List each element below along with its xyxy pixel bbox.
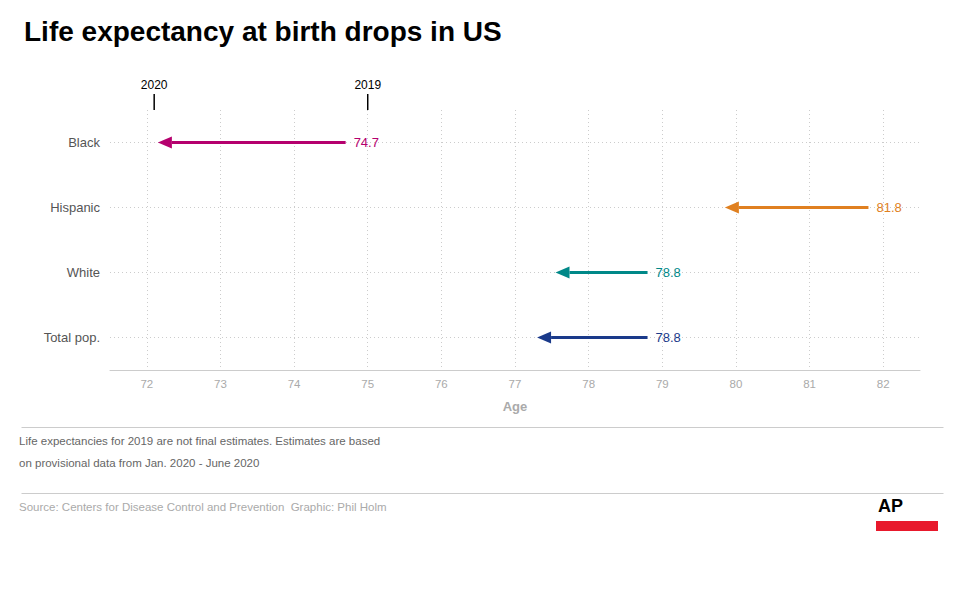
- svg-text:74: 74: [288, 378, 301, 390]
- svg-text:73: 73: [214, 378, 227, 390]
- svg-text:81: 81: [803, 378, 816, 390]
- svg-text:75: 75: [361, 378, 374, 390]
- svg-text:Total pop.: Total pop.: [44, 330, 100, 345]
- svg-text:81.8: 81.8: [876, 200, 901, 215]
- svg-text:78: 78: [582, 378, 595, 390]
- svg-text:78.8: 78.8: [656, 330, 681, 345]
- svg-text:78.8: 78.8: [656, 265, 681, 280]
- svg-text:Age: Age: [503, 399, 528, 414]
- svg-text:on provisional data from Jan.: on provisional data from Jan. 2020 - Jun…: [19, 457, 259, 469]
- svg-text:76: 76: [435, 378, 448, 390]
- svg-text:White: White: [67, 265, 100, 280]
- svg-text:2020: 2020: [141, 78, 168, 92]
- svg-text:Hispanic: Hispanic: [50, 200, 100, 215]
- svg-text:Black: Black: [68, 135, 100, 150]
- svg-text:80: 80: [730, 378, 743, 390]
- svg-text:Life expectancies for 2019 are: Life expectancies for 2019 are not final…: [19, 435, 380, 447]
- svg-text:AP: AP: [878, 496, 903, 516]
- svg-text:Source: Centers for Disease Co: Source: Centers for Disease Control and …: [19, 501, 387, 513]
- svg-text:Life expectancy at birth drops: Life expectancy at birth drops in US: [24, 16, 502, 47]
- svg-text:79: 79: [656, 378, 669, 390]
- svg-text:77: 77: [509, 378, 522, 390]
- svg-text:82: 82: [877, 378, 890, 390]
- svg-text:72: 72: [140, 378, 153, 390]
- svg-text:74.7: 74.7: [354, 135, 379, 150]
- svg-text:2019: 2019: [354, 78, 381, 92]
